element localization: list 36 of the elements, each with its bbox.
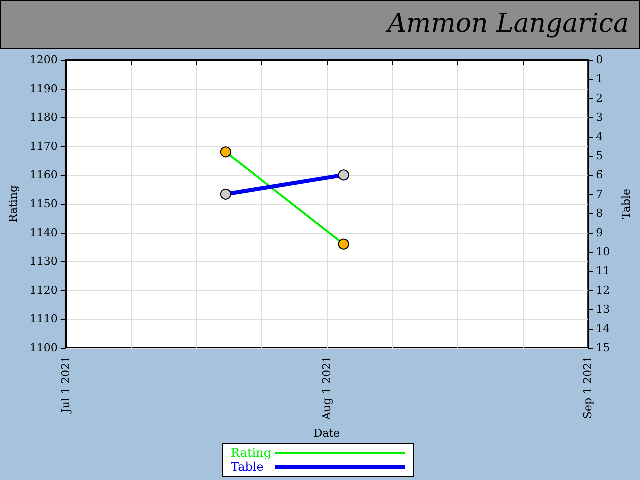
y2-tick-label: 7 — [596, 188, 604, 201]
y-tick-label: 1100 — [30, 342, 58, 354]
text: Rating — [231, 446, 273, 460]
x-axis-title: Date — [314, 426, 340, 440]
y2-tick-label: 4 — [596, 130, 604, 144]
y2-tick-label: 8 — [596, 207, 604, 220]
y-tick-label: 1140 — [30, 226, 58, 240]
x-tick-label: Aug 1 2021 — [320, 356, 334, 422]
y-tick-label: 1180 — [30, 111, 58, 124]
y-tick-label: 1160 — [30, 168, 58, 182]
y2-tick-label: 5 — [596, 150, 604, 162]
chart-title: Ammon Langarica — [388, 9, 629, 39]
y2-tick-label: 11 — [596, 264, 610, 278]
y-tick-label: 1190 — [30, 82, 58, 96]
y2-tick-label: 3 — [596, 111, 604, 124]
y-tick-label: 1200 — [30, 54, 58, 66]
y-tick-label: 1120 — [30, 284, 58, 297]
y-tick-label: 1170 — [30, 140, 58, 153]
y2-tick-label: 6 — [596, 168, 604, 182]
y2-tick-label: 15 — [596, 342, 610, 354]
y2-axis-title: Table — [620, 188, 633, 220]
x-tick-label: Sep 1 2021 — [582, 356, 595, 420]
y2-tick-label: 10 — [596, 246, 610, 258]
y2-tick-label: 9 — [596, 226, 604, 240]
y2-tick-label: 14 — [596, 322, 610, 336]
y-tick-label: 1110 — [30, 312, 58, 326]
y-tick-label: 1130 — [30, 255, 58, 268]
y-tick-label: 1150 — [30, 198, 58, 210]
y2-tick-label: 1 — [596, 72, 604, 86]
y-axis-title: Rating — [7, 185, 20, 223]
text: Table — [231, 460, 265, 474]
y2-tick-label: 12 — [596, 284, 610, 297]
y2-tick-label: 2 — [596, 92, 604, 105]
y2-tick-label: 13 — [596, 303, 610, 316]
x-tick-label: Jul 1 2021 — [59, 356, 72, 414]
y2-tick-label: 0 — [596, 54, 604, 66]
